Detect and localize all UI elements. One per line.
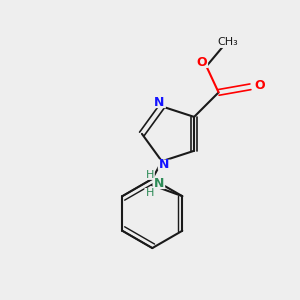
FancyBboxPatch shape bbox=[253, 80, 266, 91]
Text: N: N bbox=[159, 158, 169, 171]
Text: N: N bbox=[154, 97, 165, 110]
Text: O: O bbox=[196, 56, 207, 69]
FancyBboxPatch shape bbox=[144, 188, 155, 198]
Text: H: H bbox=[146, 188, 154, 198]
FancyBboxPatch shape bbox=[152, 179, 165, 189]
Text: N: N bbox=[154, 178, 164, 190]
FancyBboxPatch shape bbox=[195, 58, 208, 68]
FancyBboxPatch shape bbox=[144, 169, 155, 180]
Text: O: O bbox=[254, 79, 265, 92]
Text: CH₃: CH₃ bbox=[217, 37, 238, 47]
FancyBboxPatch shape bbox=[216, 36, 238, 48]
Text: H: H bbox=[146, 170, 154, 180]
FancyBboxPatch shape bbox=[158, 160, 170, 170]
FancyBboxPatch shape bbox=[153, 98, 166, 108]
